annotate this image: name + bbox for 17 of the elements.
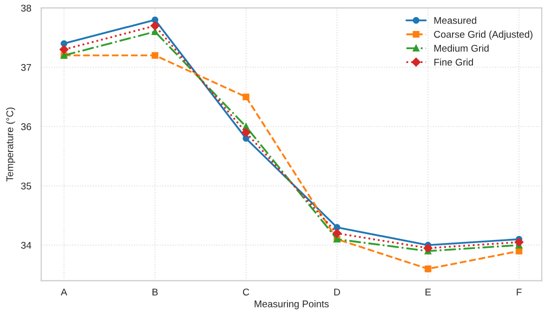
x-tick-label: E <box>426 288 431 296</box>
legend-label: Medium Grid <box>434 44 489 52</box>
legend-label: Coarse Grid (Adjusted) <box>434 30 532 40</box>
y-axis-title: Temperature (°C) <box>6 108 16 182</box>
y-tick-label: 36 <box>21 123 32 130</box>
y-tick-label: 38 <box>21 4 32 12</box>
x-tick-label: F <box>516 288 522 296</box>
y-tick-label: 35 <box>21 182 32 190</box>
x-tick-label: B <box>152 288 158 296</box>
x-tick-label: A <box>60 288 68 296</box>
y-tick-label: 34 <box>21 242 32 249</box>
x-tick-label: D <box>334 288 340 296</box>
x-axis-title: Measuring Points <box>254 300 329 310</box>
x-tick-label: C <box>242 288 250 296</box>
legend-label: Fine Grid <box>434 58 473 66</box>
legend-label: Measured <box>434 16 476 24</box>
y-tick-label: 37 <box>21 64 32 71</box>
